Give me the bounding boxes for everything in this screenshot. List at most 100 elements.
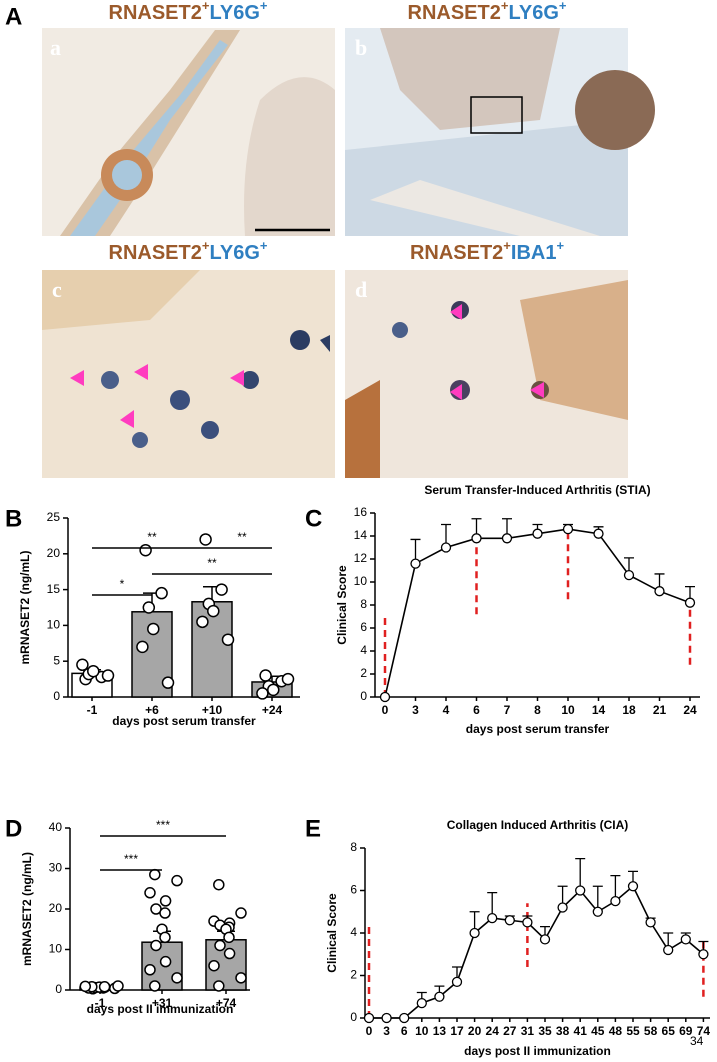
y-axis-label: Clinical Score <box>335 565 349 645</box>
y-tick-label: 4 <box>360 643 367 657</box>
data-point <box>161 676 175 689</box>
data-point <box>259 669 272 682</box>
data-point <box>159 907 171 919</box>
y-tick-label: 6 <box>350 883 357 897</box>
y-tick-label: 20 <box>47 546 61 560</box>
y-axis-label: Clinical Score <box>325 893 339 973</box>
micrograph-a <box>42 28 335 236</box>
data-point <box>680 934 691 945</box>
data-point <box>79 980 92 993</box>
data-point <box>207 604 220 618</box>
chart-title: Serum Transfer-Induced Arthritis (STIA) <box>424 483 650 497</box>
x-tick-label: 24 <box>486 1024 500 1038</box>
data-point <box>522 917 533 928</box>
data-point <box>142 601 156 614</box>
data-point <box>593 528 604 539</box>
error-bar <box>575 857 586 891</box>
x-tick-label: 6 <box>401 1024 408 1038</box>
data-point <box>654 586 665 597</box>
data-point <box>698 949 709 960</box>
line <box>369 884 704 1019</box>
data-point <box>379 691 391 703</box>
x-tick-label: 4 <box>443 703 450 717</box>
y-tick-label: 0 <box>360 689 367 703</box>
data-point <box>469 927 480 939</box>
data-point <box>98 981 111 993</box>
data-point <box>381 1012 392 1024</box>
data-point <box>416 997 427 1009</box>
y-tick-label: 40 <box>49 820 63 834</box>
y-tick-label: 10 <box>354 574 368 588</box>
micrograph-letter: a <box>50 35 61 60</box>
x-axis-label: days post II immunization <box>87 1002 234 1016</box>
x-tick-label: 0 <box>382 703 389 717</box>
x-tick-label: 7 <box>504 703 511 717</box>
data-point <box>159 895 172 907</box>
y-axis-label: mRNASET2 (ng/mL) <box>18 550 32 664</box>
data-point <box>256 687 269 700</box>
x-tick-label: 18 <box>622 703 636 717</box>
significance-label: ** <box>207 556 217 570</box>
data-point <box>235 907 247 919</box>
data-point <box>623 569 635 581</box>
data-point <box>144 964 156 976</box>
x-tick-label: 55 <box>626 1024 640 1038</box>
data-point <box>136 640 149 654</box>
x-tick-label: 13 <box>433 1024 447 1038</box>
y-tick-label: 8 <box>360 597 367 611</box>
data-point <box>575 885 586 896</box>
y-tick-label: 6 <box>360 620 367 634</box>
x-tick-label: 3 <box>383 1024 390 1038</box>
data-point <box>663 944 674 956</box>
data-point <box>487 912 498 924</box>
data-point <box>410 558 421 569</box>
data-point <box>159 955 172 968</box>
x-tick-label: 8 <box>534 703 541 717</box>
x-tick-label: 58 <box>644 1024 658 1038</box>
y-tick-label: 10 <box>49 942 63 956</box>
x-tick-label: 14 <box>592 703 606 717</box>
micrograph-b <box>345 28 655 236</box>
x-tick-label: 10 <box>415 1024 429 1038</box>
data-point <box>501 533 513 544</box>
x-tick-label: +10 <box>202 703 223 717</box>
data-point <box>627 881 639 892</box>
title-segment: LY6G <box>508 2 558 24</box>
x-tick-label: 10 <box>561 703 575 717</box>
micrograph-letter: d <box>355 277 367 302</box>
x-tick-label: 35 <box>538 1024 552 1038</box>
y-tick-label: 8 <box>350 840 357 854</box>
x-tick-label: +31 <box>152 996 173 1010</box>
x-tick-label: 20 <box>468 1024 482 1038</box>
title-segment: + <box>260 0 268 13</box>
data-point <box>208 959 220 972</box>
x-tick-label: 6 <box>473 703 480 717</box>
data-point <box>196 615 209 629</box>
data-point <box>101 669 115 682</box>
panel-label: A <box>5 3 22 30</box>
data-point <box>539 934 551 945</box>
data-point <box>147 622 160 636</box>
x-tick-label: 38 <box>556 1024 570 1038</box>
x-tick-label: 17 <box>450 1024 464 1038</box>
y-tick-label: 12 <box>354 551 368 565</box>
data-point <box>155 586 168 600</box>
significance-label: ** <box>147 530 157 544</box>
x-axis-label: days post serum transfer <box>466 722 610 736</box>
line <box>384 528 691 698</box>
x-tick-label: 69 <box>679 1024 693 1038</box>
title-segment: IBA1 <box>511 242 557 264</box>
data-point <box>267 683 280 697</box>
y-tick-label: 14 <box>354 528 368 542</box>
data-point <box>223 947 236 960</box>
y-tick-label: 2 <box>360 666 367 680</box>
micrograph-letter: c <box>52 277 62 302</box>
micrograph-title: RNASET2+LY6G+ <box>109 238 268 264</box>
data-point <box>139 543 152 557</box>
micrograph-title: RNASET2+IBA1+ <box>410 238 565 264</box>
x-tick-label: 31 <box>521 1024 535 1038</box>
y-tick-label: 0 <box>350 1010 357 1024</box>
data-point <box>213 980 225 992</box>
significance-label: ** <box>237 530 247 544</box>
significance-label: *** <box>124 852 138 866</box>
